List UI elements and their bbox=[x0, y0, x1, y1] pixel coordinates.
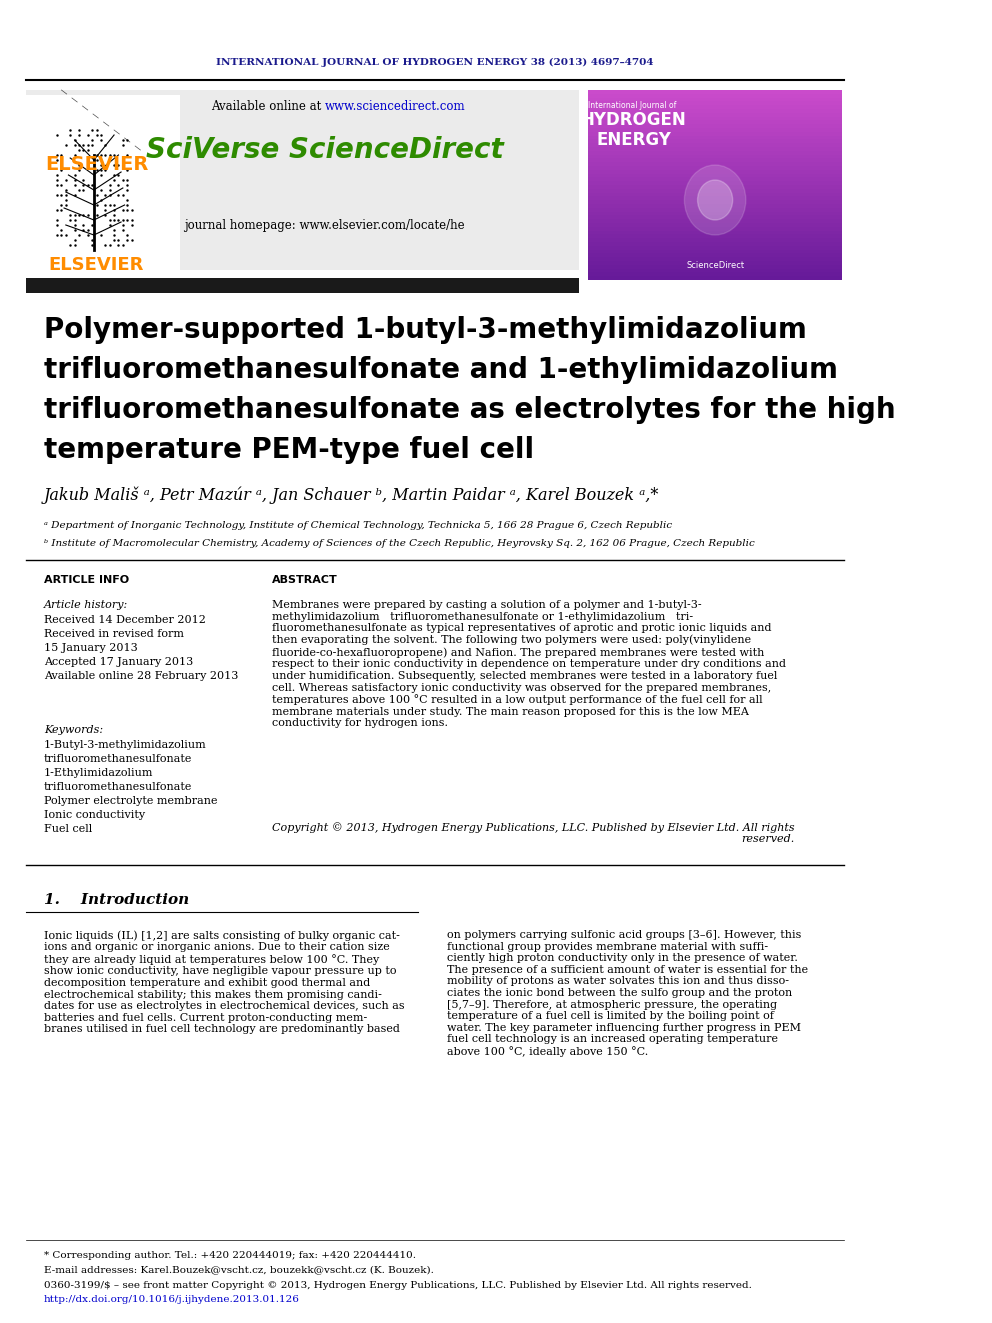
Bar bbox=[588, 254, 842, 257]
Text: Received 14 December 2012: Received 14 December 2012 bbox=[44, 615, 205, 624]
Bar bbox=[588, 155, 842, 159]
Bar bbox=[588, 147, 842, 151]
Text: E-mail addresses: Karel.Bouzek@vscht.cz, bouzekk@vscht.cz (K. Bouzek).: E-mail addresses: Karel.Bouzek@vscht.cz,… bbox=[44, 1266, 434, 1274]
Bar bbox=[588, 185, 842, 189]
Bar bbox=[588, 120, 842, 124]
Bar bbox=[588, 139, 842, 143]
Text: ᵃ Department of Inorganic Technology, Institute of Chemical Technology, Technick: ᵃ Department of Inorganic Technology, In… bbox=[44, 520, 672, 529]
Text: Ionic liquids (IL) [1,2] are salts consisting of bulky organic cat-
ions and org: Ionic liquids (IL) [1,2] are salts consi… bbox=[44, 930, 405, 1035]
Bar bbox=[588, 224, 842, 226]
Bar bbox=[588, 90, 842, 94]
Text: SciVerse ScienceDirect: SciVerse ScienceDirect bbox=[146, 136, 504, 164]
Circle shape bbox=[697, 180, 733, 220]
Text: 1.    Introduction: 1. Introduction bbox=[44, 893, 189, 908]
Bar bbox=[588, 226, 842, 230]
FancyBboxPatch shape bbox=[27, 95, 180, 275]
Bar bbox=[588, 181, 842, 185]
Bar bbox=[588, 193, 842, 196]
Text: Fuel cell: Fuel cell bbox=[44, 824, 92, 833]
Text: 1-Butyl-3-methylimidazolium: 1-Butyl-3-methylimidazolium bbox=[44, 740, 206, 750]
Text: Accepted 17 January 2013: Accepted 17 January 2013 bbox=[44, 658, 193, 667]
Bar bbox=[588, 204, 842, 208]
Text: Polymer-supported 1-butyl-3-methylimidazolium: Polymer-supported 1-butyl-3-methylimidaz… bbox=[44, 316, 806, 344]
Text: trifluoromethanesulfonate: trifluoromethanesulfonate bbox=[44, 782, 192, 792]
Bar bbox=[588, 250, 842, 254]
Bar bbox=[588, 135, 842, 139]
Text: Available online 28 February 2013: Available online 28 February 2013 bbox=[44, 671, 238, 681]
Bar bbox=[588, 165, 842, 169]
Text: Polymer electrolyte membrane: Polymer electrolyte membrane bbox=[44, 796, 217, 806]
Text: Ionic conductivity: Ionic conductivity bbox=[44, 810, 145, 820]
Bar bbox=[588, 238, 842, 242]
Bar bbox=[588, 269, 842, 273]
Bar bbox=[588, 106, 842, 108]
Text: ELSEVIER: ELSEVIER bbox=[49, 255, 144, 274]
Text: ABSTRACT: ABSTRACT bbox=[272, 576, 337, 585]
Bar bbox=[588, 242, 842, 246]
Bar bbox=[588, 212, 842, 216]
Bar bbox=[588, 108, 842, 112]
Text: on polymers carrying sulfonic acid groups [3–6]. However, this
functional group : on polymers carrying sulfonic acid group… bbox=[447, 930, 808, 1057]
FancyBboxPatch shape bbox=[27, 90, 579, 270]
Bar bbox=[588, 173, 842, 177]
Bar bbox=[588, 208, 842, 212]
Text: ScienceDirect: ScienceDirect bbox=[686, 261, 744, 270]
Bar bbox=[588, 177, 842, 181]
Text: http://dx.doi.org/10.1016/j.ijhydene.2013.01.126: http://dx.doi.org/10.1016/j.ijhydene.201… bbox=[44, 1295, 300, 1304]
Text: Available online at: Available online at bbox=[210, 101, 324, 114]
Text: ᵇ Institute of Macromolecular Chemistry, Academy of Sciences of the Czech Republ: ᵇ Institute of Macromolecular Chemistry,… bbox=[44, 538, 755, 548]
Text: ARTICLE INFO: ARTICLE INFO bbox=[44, 576, 129, 585]
Bar bbox=[588, 273, 842, 277]
Bar bbox=[588, 265, 842, 269]
Text: HYDROGEN: HYDROGEN bbox=[580, 111, 686, 130]
Bar bbox=[588, 196, 842, 200]
Bar bbox=[588, 116, 842, 120]
Text: trifluoromethanesulfonate and 1-ethylimidazolium: trifluoromethanesulfonate and 1-ethylimi… bbox=[44, 356, 838, 384]
Text: trifluoromethanesulfonate: trifluoromethanesulfonate bbox=[44, 754, 192, 763]
Text: Membranes were prepared by casting a solution of a polymer and 1-butyl-3-
methyl: Membranes were prepared by casting a sol… bbox=[272, 601, 786, 729]
Bar bbox=[588, 200, 842, 204]
Text: 15 January 2013: 15 January 2013 bbox=[44, 643, 138, 654]
Text: Article history:: Article history: bbox=[44, 601, 128, 610]
Text: temperature PEM-type fuel cell: temperature PEM-type fuel cell bbox=[44, 437, 534, 464]
Text: Copyright © 2013, Hydrogen Energy Publications, LLC. Published by Elsevier Ltd. : Copyright © 2013, Hydrogen Energy Public… bbox=[272, 822, 795, 844]
Text: INTERNATIONAL JOURNAL OF HYDROGEN ENERGY 38 (2013) 4697–4704: INTERNATIONAL JOURNAL OF HYDROGEN ENERGY… bbox=[216, 57, 654, 66]
Bar bbox=[588, 189, 842, 193]
Bar bbox=[588, 230, 842, 234]
Text: ELSEVIER: ELSEVIER bbox=[45, 156, 148, 175]
Text: International Journal of: International Journal of bbox=[587, 101, 676, 110]
Bar bbox=[27, 278, 579, 292]
Bar bbox=[588, 112, 842, 116]
Bar bbox=[588, 246, 842, 250]
Bar bbox=[588, 220, 842, 224]
Bar bbox=[588, 102, 842, 106]
Bar bbox=[588, 151, 842, 155]
Bar bbox=[588, 98, 842, 102]
Bar bbox=[588, 124, 842, 128]
Bar bbox=[588, 261, 842, 265]
Bar bbox=[588, 128, 842, 132]
Text: ENERGY: ENERGY bbox=[596, 131, 671, 149]
Bar bbox=[588, 143, 842, 147]
Text: Received in revised form: Received in revised form bbox=[44, 628, 184, 639]
Text: journal homepage: www.elsevier.com/locate/he: journal homepage: www.elsevier.com/locat… bbox=[185, 218, 465, 232]
Bar bbox=[588, 216, 842, 220]
Circle shape bbox=[684, 165, 746, 235]
Bar bbox=[588, 163, 842, 165]
Text: 1-Ethylimidazolium: 1-Ethylimidazolium bbox=[44, 767, 154, 778]
Text: trifluoromethanesulfonate as electrolytes for the high: trifluoromethanesulfonate as electrolyte… bbox=[44, 396, 896, 423]
Text: Jakub Mališ ᵃ, Petr Mazúr ᵃ, Jan Schauer ᵇ, Martin Paidar ᵃ, Karel Bouzek ᵃ,*: Jakub Mališ ᵃ, Petr Mazúr ᵃ, Jan Schauer… bbox=[44, 487, 660, 504]
Bar bbox=[588, 132, 842, 135]
Text: 0360-3199/$ – see front matter Copyright © 2013, Hydrogen Energy Publications, L: 0360-3199/$ – see front matter Copyright… bbox=[44, 1281, 752, 1290]
Text: Keywords:: Keywords: bbox=[44, 725, 103, 736]
Text: www.sciencedirect.com: www.sciencedirect.com bbox=[324, 101, 465, 114]
Bar bbox=[588, 234, 842, 238]
Text: * Corresponding author. Tel.: +420 220444019; fax: +420 220444410.: * Corresponding author. Tel.: +420 22044… bbox=[44, 1250, 416, 1259]
Bar bbox=[588, 257, 842, 261]
Bar bbox=[588, 159, 842, 163]
Bar bbox=[588, 277, 842, 280]
Bar bbox=[588, 169, 842, 173]
Bar bbox=[588, 94, 842, 98]
FancyBboxPatch shape bbox=[588, 90, 842, 280]
